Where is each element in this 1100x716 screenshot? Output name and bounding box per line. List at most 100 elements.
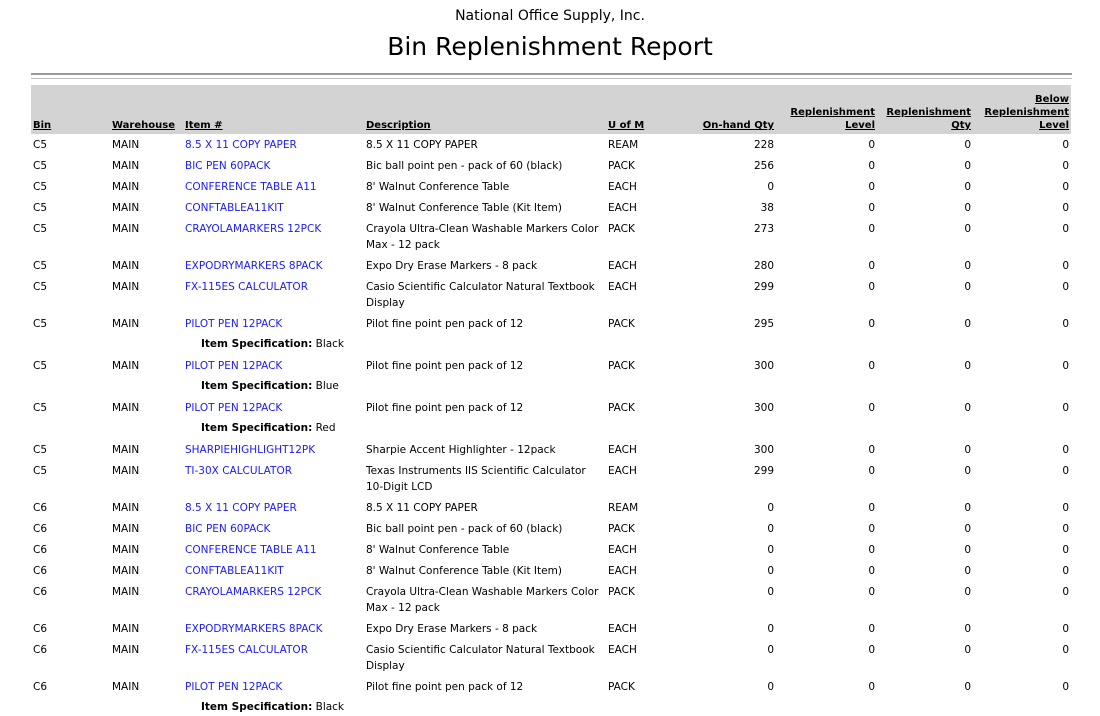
repl-qty: 0 (964, 465, 971, 477)
col-onhand[interactable]: On-hand Qty (702, 120, 774, 131)
repl-qty: 0 (964, 202, 971, 214)
item-number-link[interactable]: PILOT PEN 12PACK (185, 360, 283, 372)
onhand-qty: 0 (767, 181, 774, 193)
uom: PACK (608, 402, 635, 414)
bin: C5 (33, 260, 48, 272)
warehouse: MAIN (112, 281, 140, 293)
item-number-link[interactable]: PILOT PEN 12PACK (185, 402, 283, 414)
description: Casio Scientific Calculator Natural Text… (366, 644, 595, 672)
uom: EACH (608, 644, 637, 656)
bin: C6 (33, 544, 48, 556)
item-number-link[interactable]: EXPODRYMARKERS 8PACK (185, 623, 323, 635)
onhand-qty: 299 (753, 281, 774, 293)
col-item[interactable]: Item # (185, 120, 223, 131)
item-number-link[interactable]: PILOT PEN 12PACK (185, 681, 283, 693)
divider (31, 78, 1072, 79)
repl-qty: 0 (964, 586, 971, 598)
warehouse: MAIN (112, 586, 140, 598)
uom: PACK (608, 318, 635, 330)
description: Pilot fine point pen pack of 12 (366, 681, 524, 693)
onhand-qty: 0 (767, 544, 774, 556)
item-number-link[interactable]: BIC PEN 60PACK (185, 523, 271, 535)
col-uom[interactable]: U of M (608, 120, 645, 131)
item-number-link[interactable]: BIC PEN 60PACK (185, 160, 271, 172)
description: Crayola Ultra-Clean Washable Markers Col… (366, 586, 599, 614)
onhand-qty: 300 (753, 360, 774, 372)
bin: C6 (33, 623, 48, 635)
repl-level: 0 (868, 139, 875, 151)
item-number-link[interactable]: 8.5 X 11 COPY PAPER (185, 139, 297, 151)
table-row: C5 MAIN EXPODRYMARKERS 8PACK Expo Dry Erase… (31, 255, 1071, 276)
item-number-link[interactable]: CONFERENCE TABLE A11 (185, 181, 317, 193)
below-repl-level: 0 (1062, 644, 1069, 656)
item-number-link[interactable]: TI-30X CALCULATOR (185, 465, 293, 477)
bin: C5 (33, 181, 48, 193)
repl-level: 0 (868, 502, 875, 514)
item-number-link[interactable]: CONFERENCE TABLE A11 (185, 544, 317, 556)
uom: PACK (608, 160, 635, 172)
below-repl-level: 0 (1062, 202, 1069, 214)
repl-level: 0 (868, 223, 875, 235)
item-number-link[interactable]: CONFTABLEA11KIT (185, 202, 284, 214)
item-spec-row: Item Specification: Blue (31, 376, 1071, 397)
item-number-link[interactable]: CONFTABLEA11KIT (185, 565, 284, 577)
col-description[interactable]: Description (366, 120, 431, 131)
col-bin[interactable]: Bin (33, 120, 52, 131)
repl-level: 0 (868, 402, 875, 414)
item-spec-row: Item Specification: Red (31, 418, 1071, 439)
item-number-link[interactable]: SHARPIEHIGHLIGHT12PK (185, 444, 316, 456)
table-row: C5 MAIN FX-115ES CALCULATOR Casio Scientifi… (31, 276, 1071, 313)
item-number-link[interactable]: CRAYOLAMARKERS 12PCK (185, 223, 322, 235)
item-number-link[interactable]: FX-115ES CALCULATOR (185, 281, 308, 293)
item-number-link[interactable]: PILOT PEN 12PACK (185, 318, 283, 330)
below-repl-level: 0 (1062, 465, 1069, 477)
table-row: C5 MAIN CONFERENCE TABLE A11 8' Walnut Conf… (31, 176, 1071, 197)
onhand-qty: 300 (753, 402, 774, 414)
onhand-qty: 299 (753, 465, 774, 477)
repl-qty: 0 (964, 402, 971, 414)
table-row: C6 MAIN EXPODRYMARKERS 8PACK Expo Dry Erase… (31, 618, 1071, 639)
onhand-qty: 0 (767, 623, 774, 635)
repl-qty: 0 (964, 565, 971, 577)
bin: C6 (33, 586, 48, 598)
item-number-link[interactable]: 8.5 X 11 COPY PAPER (185, 502, 297, 514)
spec-label: Item Specification: (201, 338, 313, 350)
report-title: Bin Replenishment Report (387, 32, 713, 61)
onhand-qty: 0 (767, 644, 774, 656)
warehouse: MAIN (112, 681, 140, 693)
onhand-qty: 280 (753, 260, 774, 272)
warehouse: MAIN (112, 544, 140, 556)
bin: C6 (33, 523, 48, 535)
repl-level: 0 (868, 260, 875, 272)
description: 8' Walnut Conference Table (Kit Item) (366, 202, 562, 214)
col-repl-level[interactable]: Replenishment Level (790, 107, 875, 131)
item-number-link[interactable]: EXPODRYMARKERS 8PACK (185, 260, 323, 272)
table-row: C6 MAIN CRAYOLAMARKERS 12PCK Crayola Ultra-… (31, 581, 1071, 618)
description: Bic ball point pen - pack of 60 (black) (366, 160, 563, 172)
repl-qty: 0 (964, 181, 971, 193)
repl-level: 0 (868, 160, 875, 172)
bin: C5 (33, 402, 48, 414)
item-number-link[interactable]: FX-115ES CALCULATOR (185, 644, 308, 656)
warehouse: MAIN (112, 465, 140, 477)
repl-level: 0 (868, 544, 875, 556)
repl-level: 0 (868, 681, 875, 693)
col-repl-qty[interactable]: Replenishment Qty (886, 107, 971, 131)
company-name: National Office Supply, Inc. (455, 8, 645, 24)
repl-level: 0 (868, 623, 875, 635)
uom: REAM (608, 502, 639, 514)
onhand-qty: 228 (753, 139, 774, 151)
spec-label: Item Specification: (201, 380, 313, 392)
below-repl-level: 0 (1062, 586, 1069, 598)
item-number-link[interactable]: CRAYOLAMARKERS 12PCK (185, 586, 322, 598)
spec-value: Red (315, 422, 336, 434)
repl-qty: 0 (964, 644, 971, 656)
uom: PACK (608, 586, 635, 598)
bin: C5 (33, 444, 48, 456)
description: Texas Instruments IIS Scientific Calcula… (366, 465, 586, 493)
col-below-level[interactable]: Below Replenishment Level (984, 94, 1069, 131)
below-repl-level: 0 (1062, 139, 1069, 151)
repl-level: 0 (868, 281, 875, 293)
col-warehouse[interactable]: Warehouse (112, 120, 175, 131)
